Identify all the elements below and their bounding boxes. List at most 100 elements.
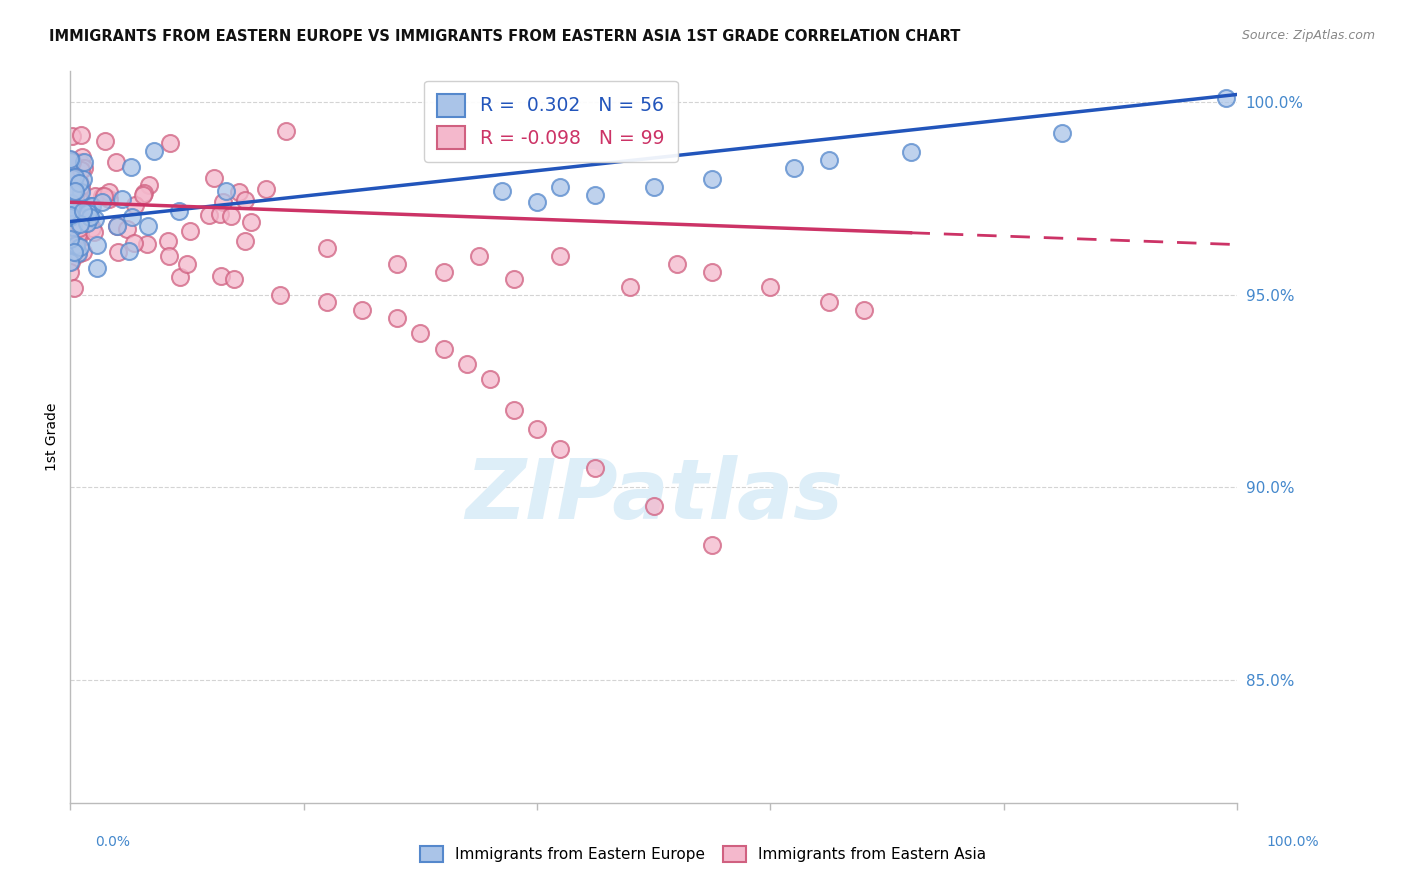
Point [59,231,82,245]
Point [94,134,117,148]
Point [169,203,191,218]
Point [60,153,83,167]
Point [62,219,84,234]
Point [222,272,245,286]
Point [110,192,132,206]
Point [90,189,112,203]
Point [783,161,806,175]
Point [117,221,139,235]
Point [456,357,478,371]
Point [135,237,157,252]
Point [142,145,165,159]
Point [157,234,180,248]
Point [176,257,198,271]
Point [70,179,93,194]
Text: Source: ZipAtlas.com: Source: ZipAtlas.com [1241,29,1375,42]
Point [179,224,201,238]
Point [59,209,82,223]
Point [98,192,121,206]
Text: 100.0%: 100.0% [1267,835,1319,849]
Point [60,154,83,169]
Point [67,219,90,234]
Point [73,161,96,175]
Point [70,186,93,200]
Point [818,153,841,167]
Point [60,216,83,230]
Point [69,163,91,178]
Point [67,221,90,235]
Point [59,200,82,214]
Y-axis label: 1st Grade: 1st Grade [45,403,59,471]
Point [83,211,105,226]
Point [433,342,456,356]
Point [316,295,339,310]
Point [65,186,87,201]
Point [83,225,105,239]
Point [73,218,96,232]
Point [666,257,689,271]
Point [316,242,339,256]
Point [209,268,232,283]
Point [67,246,90,260]
Legend: Immigrants from Eastern Europe, Immigrants from Eastern Asia: Immigrants from Eastern Europe, Immigran… [413,840,993,868]
Point [79,211,101,225]
Point [702,264,724,278]
Point [69,202,91,216]
Point [409,326,432,340]
Point [67,177,90,191]
Point [157,249,180,263]
Point [502,403,524,417]
Point [79,199,101,213]
Legend: R =  0.302   N = 56, R = -0.098   N = 99: R = 0.302 N = 56, R = -0.098 N = 99 [425,81,678,162]
Point [759,280,782,294]
Point [62,220,84,235]
Point [69,155,91,169]
Point [352,303,374,318]
Point [63,184,86,198]
Point [643,500,665,514]
Point [526,422,548,436]
Point [66,227,89,241]
Point [900,145,922,160]
Point [72,244,94,259]
Point [86,238,108,252]
Point [70,150,93,164]
Point [228,185,250,199]
Point [107,244,129,259]
Point [219,209,242,223]
Point [63,183,86,197]
Point [80,221,103,235]
Point [77,205,100,219]
Point [208,207,231,221]
Point [82,199,104,213]
Point [72,171,94,186]
Point [65,238,87,252]
Point [59,255,82,269]
Point [132,187,155,202]
Point [69,240,91,254]
Point [105,219,128,233]
Point [59,227,82,242]
Point [433,264,456,278]
Point [852,303,875,318]
Point [59,153,82,168]
Point [479,372,502,386]
Point [385,257,408,271]
Point [65,184,87,198]
Point [159,136,181,150]
Point [385,310,408,325]
Point [134,186,156,201]
Point [702,538,724,552]
Point [67,174,90,188]
Point [84,189,107,203]
Point [60,170,83,185]
Point [59,212,82,227]
Point [467,249,491,263]
Point [86,260,108,275]
Point [67,247,90,261]
Point [197,208,219,222]
Point [62,281,84,295]
Point [90,194,112,209]
Point [65,210,87,224]
Point [66,236,89,251]
